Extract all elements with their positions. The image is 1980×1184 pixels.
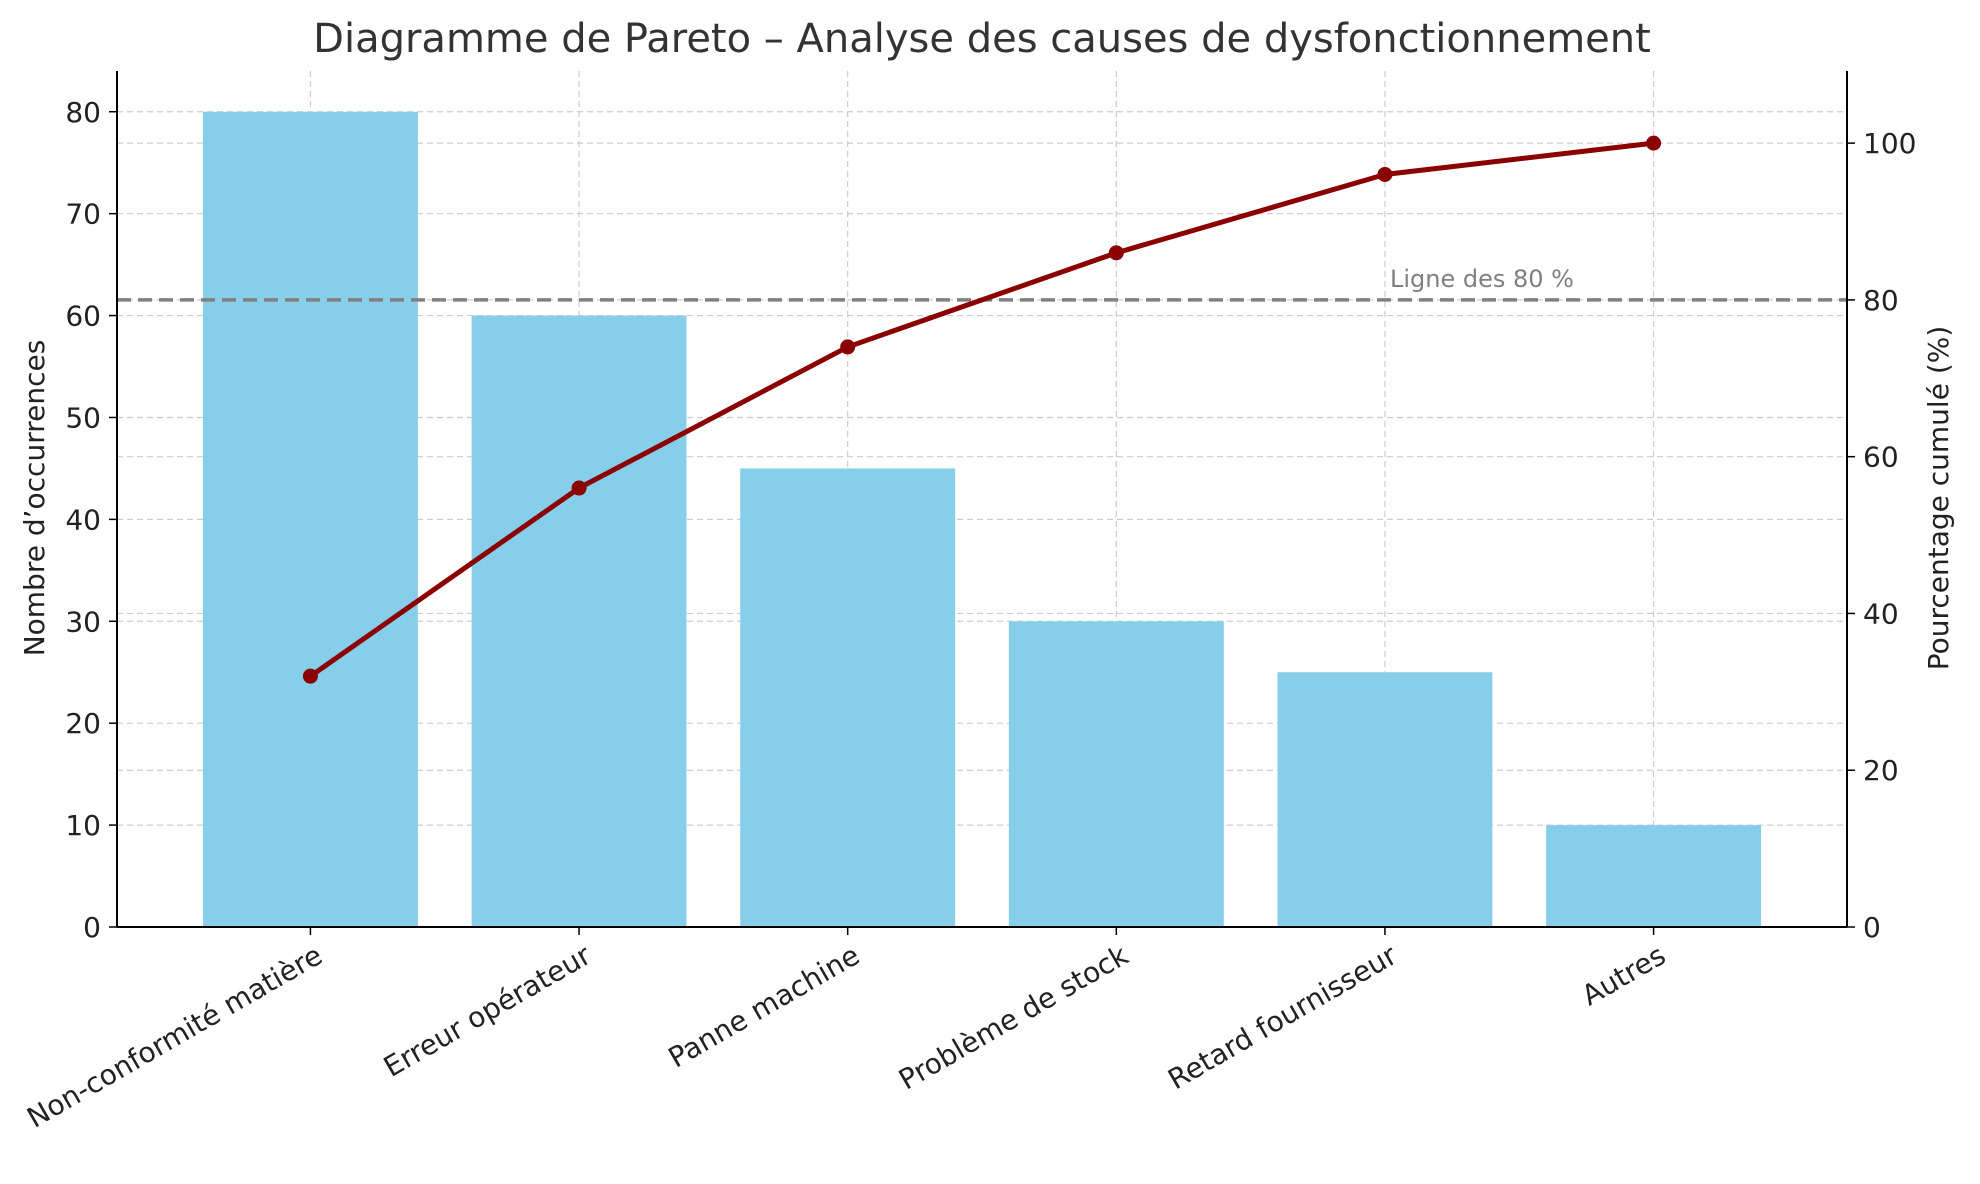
y-tick-label-7: 70: [65, 198, 101, 231]
bar-4: [1277, 672, 1493, 927]
cumulative-point-4: [1377, 166, 1393, 182]
y2-tick-label-3: 60: [1863, 441, 1899, 474]
y2-tick-label-0: 0: [1863, 911, 1881, 944]
bar-2: [740, 468, 956, 927]
reference-line-label: Ligne des 80 %: [1390, 265, 1574, 293]
bar-layer: [202, 111, 1762, 928]
y-tick-label-0: 0: [83, 911, 101, 944]
x-tick-label-5: Autres: [1576, 938, 1671, 1012]
y-axis-label: Nombre d’occurrences: [18, 340, 51, 657]
x-tick-label-0: Non-conformité matière: [21, 938, 328, 1134]
bar-0: [202, 111, 418, 927]
y2-axis-label: Pourcentage cumulé (%): [1922, 326, 1955, 671]
y2-tick-label-2: 40: [1863, 597, 1899, 630]
chart-title: Diagramme de Pareto – Analyse des causes…: [313, 16, 1651, 62]
y-tick-label-6: 60: [65, 300, 101, 333]
y-tick-label-2: 20: [65, 707, 101, 740]
bar-3: [1008, 621, 1224, 927]
y-tick-label-5: 50: [65, 401, 101, 434]
y-tick-label-4: 40: [65, 503, 101, 536]
y2-tick-label-5: 100: [1863, 127, 1916, 160]
cumulative-point-0: [302, 668, 318, 684]
x-tick-label-1: Erreur opérateur: [378, 938, 597, 1083]
label-layer: Diagramme de Pareto – Analyse des causes…: [18, 16, 1955, 670]
bar-5: [1546, 825, 1762, 927]
bar-1: [471, 315, 687, 928]
x-tick-label-2: Panne machine: [663, 938, 865, 1074]
cumulative-line: [307, 140, 1657, 679]
y-tick-label-3: 30: [65, 605, 101, 638]
y2-tick-label-4: 80: [1863, 284, 1899, 317]
y2-tick-label-1: 20: [1863, 754, 1899, 787]
x-tick-label-3: Problème de stock: [893, 938, 1134, 1096]
y-tick-label-1: 10: [65, 809, 101, 842]
cumulative-point-3: [1108, 245, 1124, 261]
x-tick-label-4: Retard fournisseur: [1162, 938, 1403, 1096]
cumulative-point-2: [840, 339, 856, 355]
y-tick-label-8: 80: [65, 96, 101, 129]
cumulative-point-5: [1646, 135, 1662, 151]
cumulative-line-layer: [302, 135, 1662, 684]
cumulative-point-1: [571, 480, 587, 496]
